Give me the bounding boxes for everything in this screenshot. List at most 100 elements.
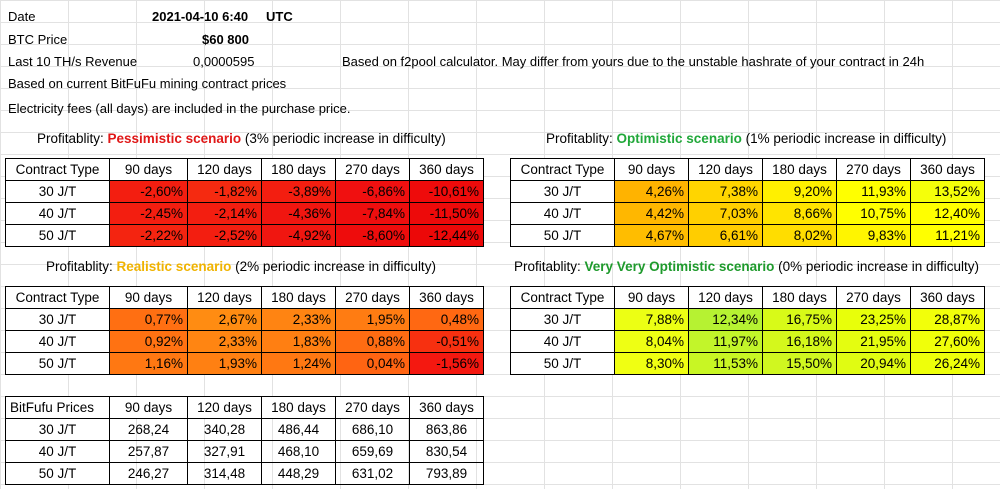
- table-cell[interactable]: 11,21%: [910, 224, 985, 247]
- table-cell[interactable]: 8,02%: [762, 224, 837, 247]
- table-cell[interactable]: 486,44: [261, 418, 336, 441]
- table-cell[interactable]: 659,69: [335, 440, 410, 463]
- table-cell[interactable]: -2,45%: [109, 202, 188, 225]
- table-cell[interactable]: 631,02: [335, 462, 410, 485]
- caption-realistic: Profitablity: Realistic scenario (2% per…: [46, 256, 436, 278]
- table-cell[interactable]: 1,24%: [261, 352, 336, 375]
- table-cell[interactable]: 7,03%: [688, 202, 763, 225]
- table-cell[interactable]: 16,18%: [762, 330, 837, 353]
- caption-pessimistic: Profitablity: Pessimistic scenario (3% p…: [37, 128, 446, 150]
- table-cell[interactable]: -1,82%: [187, 180, 262, 203]
- table-cell[interactable]: -11,50%: [409, 202, 484, 225]
- table-cell[interactable]: 0,77%: [109, 308, 188, 331]
- table-cell[interactable]: -8,60%: [335, 224, 410, 247]
- table-cell[interactable]: -3,89%: [261, 180, 336, 203]
- table-cell[interactable]: 0,48%: [409, 308, 484, 331]
- table-cell[interactable]: -2,14%: [187, 202, 262, 225]
- revenue-value[interactable]: 0,0000595: [193, 54, 255, 69]
- table-cell[interactable]: 2,33%: [187, 330, 262, 353]
- table-cell[interactable]: 12,40%: [910, 202, 985, 225]
- table-cell[interactable]: -7,84%: [335, 202, 410, 225]
- table-cell[interactable]: -2,52%: [187, 224, 262, 247]
- header-180-days: 180 days: [261, 396, 336, 419]
- table-cell[interactable]: 2,67%: [187, 308, 262, 331]
- row-label: 30 J/T: [5, 418, 110, 441]
- header-270-days: 270 days: [335, 286, 410, 309]
- table-cell[interactable]: 8,30%: [614, 352, 689, 375]
- table-cell[interactable]: 686,10: [335, 418, 410, 441]
- table-cell[interactable]: 1,83%: [261, 330, 336, 353]
- table-cell[interactable]: 340,28: [187, 418, 262, 441]
- table-cell[interactable]: 9,83%: [836, 224, 911, 247]
- table-cell[interactable]: -1,56%: [409, 352, 484, 375]
- table-cell[interactable]: 12,34%: [688, 308, 763, 331]
- table-cell[interactable]: 314,48: [187, 462, 262, 485]
- table-cell[interactable]: 257,87: [109, 440, 188, 463]
- table-cell[interactable]: 0,04%: [335, 352, 410, 375]
- table-cell[interactable]: 4,42%: [614, 202, 689, 225]
- table-cell[interactable]: 1,95%: [335, 308, 410, 331]
- table-cell[interactable]: 27,60%: [910, 330, 985, 353]
- table-cell[interactable]: -2,60%: [109, 180, 188, 203]
- header-prices: BitFufu Prices: [5, 396, 110, 419]
- row-label: 40 J/T: [5, 202, 110, 225]
- table-row: 50 J/T 246,27 314,48 448,29 631,02 793,89: [5, 462, 484, 485]
- table-cell[interactable]: -10,61%: [409, 180, 484, 203]
- table-row: 30 J/T 4,26% 7,38% 9,20% 11,93% 13,52%: [510, 180, 985, 203]
- caption-vvo: Profitablity: Very Very Optimistic scena…: [514, 256, 979, 278]
- table-cell[interactable]: 7,38%: [688, 180, 763, 203]
- caption-prefix: Profitablity:: [514, 259, 585, 274]
- table-cell[interactable]: -4,92%: [261, 224, 336, 247]
- table-cell[interactable]: 10,75%: [836, 202, 911, 225]
- table-cell[interactable]: -2,22%: [109, 224, 188, 247]
- table-cell[interactable]: 268,24: [109, 418, 188, 441]
- table-cell[interactable]: 11,93%: [836, 180, 911, 203]
- header-90-days: 90 days: [614, 158, 689, 181]
- table-cell[interactable]: 6,61%: [688, 224, 763, 247]
- table-cell[interactable]: 1,16%: [109, 352, 188, 375]
- table-cell[interactable]: 4,26%: [614, 180, 689, 203]
- table-cell[interactable]: 8,04%: [614, 330, 689, 353]
- table-cell[interactable]: 21,95%: [836, 330, 911, 353]
- table-cell[interactable]: 11,97%: [688, 330, 763, 353]
- table-cell[interactable]: 11,53%: [688, 352, 763, 375]
- table-cell[interactable]: 8,66%: [762, 202, 837, 225]
- table-cell[interactable]: 26,24%: [910, 352, 985, 375]
- table-cell[interactable]: 20,94%: [836, 352, 911, 375]
- table-cell[interactable]: 793,89: [409, 462, 484, 485]
- table-cell[interactable]: 7,88%: [614, 308, 689, 331]
- table-cell[interactable]: 327,91: [187, 440, 262, 463]
- header-360-days: 360 days: [910, 158, 985, 181]
- date-label: Date: [8, 9, 36, 24]
- table-cell[interactable]: -12,44%: [409, 224, 484, 247]
- table-cell[interactable]: 28,87%: [910, 308, 985, 331]
- table-cell[interactable]: 2,33%: [261, 308, 336, 331]
- header-270-days: 270 days: [836, 286, 911, 309]
- table-cell[interactable]: 16,75%: [762, 308, 837, 331]
- header-contract-type: Contract Type: [5, 158, 110, 181]
- date-value[interactable]: 2021-04-10 6:40: [152, 9, 249, 24]
- table-cell[interactable]: 246,27: [109, 462, 188, 485]
- table-cell[interactable]: -0,51%: [409, 330, 484, 353]
- table-cell[interactable]: 13,52%: [910, 180, 985, 203]
- table-cell[interactable]: 448,29: [261, 462, 336, 485]
- table-cell[interactable]: 0,92%: [109, 330, 188, 353]
- table-cell[interactable]: 23,25%: [836, 308, 911, 331]
- table-cell[interactable]: -4,36%: [261, 202, 336, 225]
- table-cell[interactable]: 4,67%: [614, 224, 689, 247]
- table-cell[interactable]: -6,86%: [335, 180, 410, 203]
- table-cell[interactable]: 830,54: [409, 440, 484, 463]
- btc-price-value[interactable]: $60 800: [202, 32, 249, 47]
- header-360-days: 360 days: [409, 286, 484, 309]
- row-label: 40 J/T: [5, 440, 110, 463]
- row-label: 30 J/T: [5, 308, 110, 331]
- header-90-days: 90 days: [109, 286, 188, 309]
- row-label: 50 J/T: [5, 352, 110, 375]
- table-cell[interactable]: 0,88%: [335, 330, 410, 353]
- table-cell[interactable]: 863,86: [409, 418, 484, 441]
- table-cell[interactable]: 468,10: [261, 440, 336, 463]
- table-cell[interactable]: 9,20%: [762, 180, 837, 203]
- table-cell[interactable]: 1,93%: [187, 352, 262, 375]
- header-120-days: 120 days: [688, 286, 763, 309]
- table-cell[interactable]: 15,50%: [762, 352, 837, 375]
